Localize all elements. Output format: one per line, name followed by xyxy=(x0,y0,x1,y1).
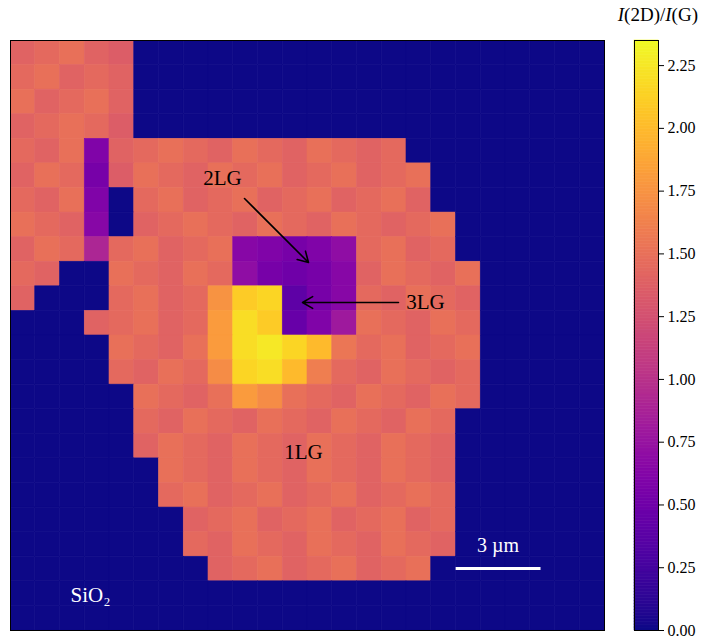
svg-text:2.25: 2.25 xyxy=(668,57,696,74)
svg-text:0.25: 0.25 xyxy=(668,559,696,576)
svg-text:3LG: 3LG xyxy=(406,290,445,314)
svg-text:0.75: 0.75 xyxy=(668,433,696,450)
svg-text:1.50: 1.50 xyxy=(668,245,696,262)
svg-text:1.75: 1.75 xyxy=(668,182,696,199)
svg-text:1LG: 1LG xyxy=(284,440,323,464)
svg-text:2LG: 2LG xyxy=(203,166,242,190)
svg-text:0.00: 0.00 xyxy=(668,622,696,639)
svg-text:SiO₂: SiO₂ xyxy=(70,583,110,607)
svg-text:1.25: 1.25 xyxy=(668,308,696,325)
svg-text:0.50: 0.50 xyxy=(668,496,696,513)
svg-text:3 µm: 3 µm xyxy=(477,534,520,557)
html-text:I (2 D) / I (G): I (2 D) / I (G) xyxy=(617,4,698,25)
svg-text:2.00: 2.00 xyxy=(668,119,696,136)
svg-text:1.00: 1.00 xyxy=(668,371,696,388)
